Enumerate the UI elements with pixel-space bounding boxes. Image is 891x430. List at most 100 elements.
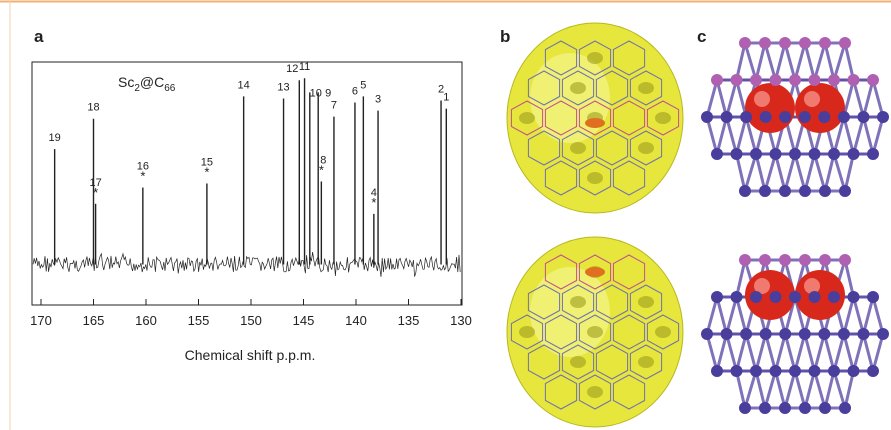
sc-site [585,118,605,128]
carbon-atom [877,328,889,340]
sc-atom [745,83,795,133]
sc-site [585,267,605,277]
surface-hole [519,326,535,338]
surface-hole [570,82,586,94]
surface-hole [638,296,654,308]
carbon-atom [779,111,791,123]
peak-mark: * [204,165,209,180]
carbon-atom [867,148,879,160]
carbon-atom [839,254,851,266]
carbon-atom [848,291,860,303]
surface-hole [638,82,654,94]
carbon-atom [838,111,850,123]
carbon-atom [701,111,713,123]
carbon-atom [799,37,811,49]
carbon-atom [750,291,762,303]
sc-atom [795,83,845,133]
carbon-atom [770,148,782,160]
baseline-noise [33,252,460,277]
carbon-atom [711,291,723,303]
carbon-atom [770,74,782,86]
carbon-atom [739,254,751,266]
carbon-atom [867,74,879,86]
carbon-atom [759,37,771,49]
peak-label: 10 [310,87,322,99]
carbon-atom [750,74,762,86]
carbon-atom [819,402,831,414]
peak-label: 9 [325,87,331,99]
surface-hole [519,112,535,124]
peak-mark: * [319,162,324,177]
carbon-atom [839,37,851,49]
carbon-atom [711,74,723,86]
carbon-atom [731,365,743,377]
carbon-atom [740,111,752,123]
carbon-atom [838,328,850,340]
carbon-atom [857,111,869,123]
peak-label: 1 [443,92,449,104]
peak-label: 18 [87,102,99,114]
peak-label: 3 [375,94,381,106]
x-tick-label: 160 [135,313,157,328]
carbon-atom [799,185,811,197]
carbon-atom [739,37,751,49]
carbon-atom [828,291,840,303]
carbon-atom [819,254,831,266]
figure: a b c Sc2@C66 Chemical shift p.p.m. 1701… [0,0,891,430]
density-shade [530,267,610,357]
carbon-atom [857,328,869,340]
title-part: @C [140,74,164,90]
title-part: Sc [118,74,134,90]
carbon-atom [721,328,733,340]
carbon-atom [770,365,782,377]
peak-label: 11 [299,61,310,73]
surface-hole [570,356,586,368]
carbon-atom [867,365,879,377]
carbon-atom [750,365,762,377]
carbon-atom [740,328,752,340]
carbon-atom [867,291,879,303]
carbon-atom [828,148,840,160]
carbon-atom [839,402,851,414]
carbon-atom [789,291,801,303]
peak-mark: * [371,195,376,210]
surface-hole [638,356,654,368]
carbon-atom [789,74,801,86]
carbon-atom [789,148,801,160]
carbon-atom [711,148,723,160]
carbon-atom [779,37,791,49]
density-shade [530,53,610,143]
carbon-atom [731,148,743,160]
x-tick-label: 135 [398,313,420,328]
carbon-atom [711,365,723,377]
carbon-atom [721,111,733,123]
carbon-atom [799,402,811,414]
x-tick-label: 155 [188,313,210,328]
carbon-atom [809,74,821,86]
carbon-atom [819,37,831,49]
surface-hole [638,142,654,154]
carbon-atom [848,365,860,377]
carbon-atom [839,185,851,197]
x-tick-label: 140 [345,313,367,328]
sc-highlight [804,91,820,107]
carbon-atom [819,185,831,197]
surface-hole [587,172,603,184]
carbon-atom [779,328,791,340]
carbon-atom [818,111,830,123]
carbon-atom [848,148,860,160]
surface-hole [655,326,671,338]
carbon-atom [731,74,743,86]
carbon-atom [779,185,791,197]
x-tick-label: 145 [293,313,315,328]
carbon-atom [877,111,889,123]
peak-label: 7 [331,100,337,112]
surface-hole [587,326,603,338]
carbon-atom [760,328,772,340]
x-tick-label: 170 [30,313,52,328]
carbon-atom [789,365,801,377]
carbon-atom [799,111,811,123]
carbon-atom [760,111,772,123]
carbon-atom [731,291,743,303]
surface-hole [587,52,603,64]
